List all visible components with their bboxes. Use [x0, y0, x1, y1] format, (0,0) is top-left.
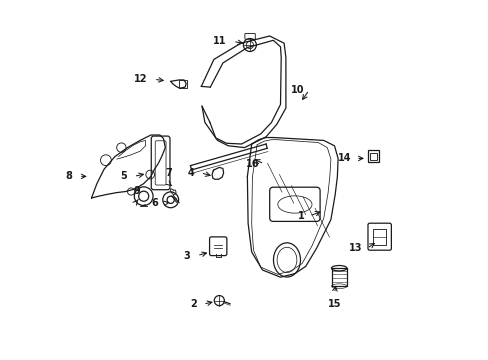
- Text: 5: 5: [120, 171, 127, 181]
- Text: 4: 4: [187, 168, 194, 178]
- Bar: [367, 150, 378, 162]
- Text: 7: 7: [165, 168, 172, 178]
- Text: 8: 8: [65, 171, 72, 181]
- Text: 2: 2: [189, 299, 196, 309]
- Text: 10: 10: [290, 85, 304, 95]
- Text: 11: 11: [213, 36, 226, 46]
- Text: 6: 6: [151, 198, 158, 208]
- Text: 9: 9: [133, 186, 140, 196]
- Text: 15: 15: [327, 299, 341, 309]
- Text: 16: 16: [245, 159, 259, 169]
- Text: 14: 14: [337, 153, 351, 163]
- Text: 12: 12: [134, 74, 147, 84]
- Bar: [372, 229, 385, 245]
- Text: 1: 1: [297, 211, 304, 221]
- Bar: [369, 153, 376, 160]
- Bar: [178, 80, 186, 88]
- Text: 3: 3: [183, 251, 190, 261]
- Text: 13: 13: [348, 243, 362, 253]
